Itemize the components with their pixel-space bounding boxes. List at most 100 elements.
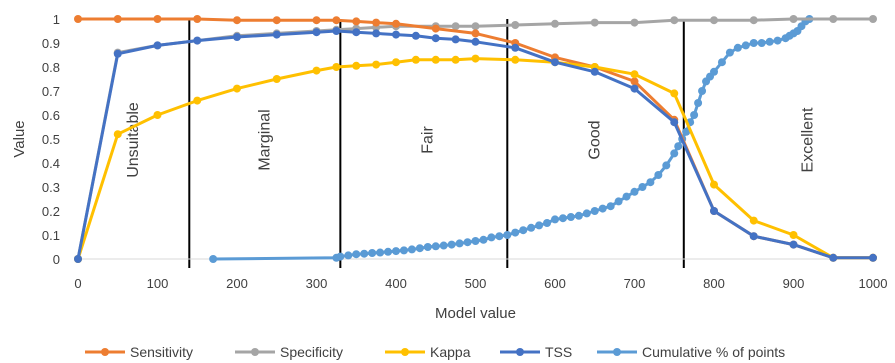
data-point (431, 34, 440, 43)
data-point (694, 99, 703, 107)
data-point (682, 127, 691, 136)
data-point (272, 75, 281, 83)
data-point (272, 30, 281, 39)
legend-label: Cumulative % of points (642, 344, 785, 360)
data-point (399, 246, 408, 255)
data-point (233, 16, 241, 25)
data-point (551, 215, 559, 224)
x-tick-label: 100 (147, 276, 169, 291)
series-line (213, 17, 811, 261)
x-tick-label: 600 (544, 276, 566, 291)
data-point (332, 27, 341, 35)
data-point (757, 39, 766, 47)
data-point (630, 77, 639, 86)
legend-swatch-marker (251, 348, 259, 356)
data-point (574, 211, 583, 220)
data-point (765, 37, 774, 46)
data-point (558, 214, 567, 223)
data-point (674, 142, 683, 151)
data-point (749, 232, 758, 241)
x-tick-label: 300 (306, 276, 328, 291)
data-point (376, 248, 385, 257)
y-tick-label: 0.2 (42, 204, 60, 219)
data-point (392, 30, 400, 39)
data-point (741, 41, 750, 50)
legend-item: TSS (500, 344, 572, 360)
data-point (471, 37, 480, 46)
data-point (431, 55, 440, 64)
data-point (360, 249, 369, 258)
series-layer (74, 15, 877, 263)
data-point (372, 29, 381, 38)
data-point (372, 18, 381, 27)
x-tick-label: 500 (465, 276, 487, 291)
data-point (352, 17, 361, 26)
data-point (352, 250, 361, 259)
data-point (411, 31, 420, 40)
x-tick-label: 0 (74, 276, 81, 291)
data-point (662, 161, 671, 170)
data-point (451, 22, 460, 31)
data-point (479, 235, 488, 244)
data-point (352, 28, 361, 37)
data-point (407, 245, 416, 254)
data-point (392, 19, 400, 28)
data-point (511, 228, 520, 237)
data-point (630, 70, 639, 79)
series-tss (74, 27, 877, 263)
data-point (733, 43, 742, 52)
data-point (451, 35, 460, 44)
data-point (511, 43, 520, 52)
series-cumulative-of-points (209, 15, 814, 263)
y-tick-label: 0.5 (42, 132, 60, 147)
legend: Sensitivity Specificity Kappa TSS Cumulative… (85, 344, 785, 360)
y-tick-label: 0.6 (42, 108, 60, 123)
data-point (511, 55, 520, 64)
x-tick-label: 800 (703, 276, 725, 291)
data-point (582, 209, 591, 218)
series-specificity (74, 15, 877, 263)
data-point (869, 253, 877, 262)
data-point (622, 192, 631, 201)
data-point (233, 84, 241, 93)
data-point (193, 36, 202, 45)
data-point (74, 15, 82, 23)
data-point (332, 63, 341, 71)
y-tick-label: 0.9 (42, 36, 60, 51)
data-point (590, 18, 599, 27)
data-point (153, 15, 162, 23)
data-point (773, 36, 782, 45)
data-point (551, 58, 559, 67)
x-tick-label: 1000 (859, 276, 888, 291)
data-point (471, 22, 480, 31)
data-point (551, 19, 559, 28)
data-point (503, 231, 512, 239)
data-point (344, 251, 353, 260)
data-point (725, 48, 734, 57)
data-point (670, 16, 679, 25)
x-axis-title: Model value (435, 305, 516, 322)
y-tick-label: 0 (53, 252, 60, 267)
data-point (74, 255, 82, 263)
data-point (153, 41, 162, 50)
legend-swatch-marker (516, 348, 524, 356)
data-point (312, 16, 321, 25)
zone-layer: Unsuitable Marginal Fair Good Excellent (125, 19, 816, 268)
data-point (471, 29, 480, 38)
data-point (312, 28, 321, 37)
data-point (638, 183, 647, 191)
y-axis-title-group: Value (11, 120, 28, 157)
data-point (654, 171, 663, 179)
y-axis-title: Value (11, 120, 28, 157)
data-point (431, 242, 440, 251)
data-point (153, 111, 162, 119)
data-point (193, 15, 202, 23)
data-point (368, 249, 377, 257)
data-point (717, 58, 726, 67)
data-point (630, 187, 639, 196)
data-point (710, 67, 718, 76)
data-point (439, 241, 448, 250)
data-point (451, 55, 460, 64)
data-point (535, 221, 544, 230)
